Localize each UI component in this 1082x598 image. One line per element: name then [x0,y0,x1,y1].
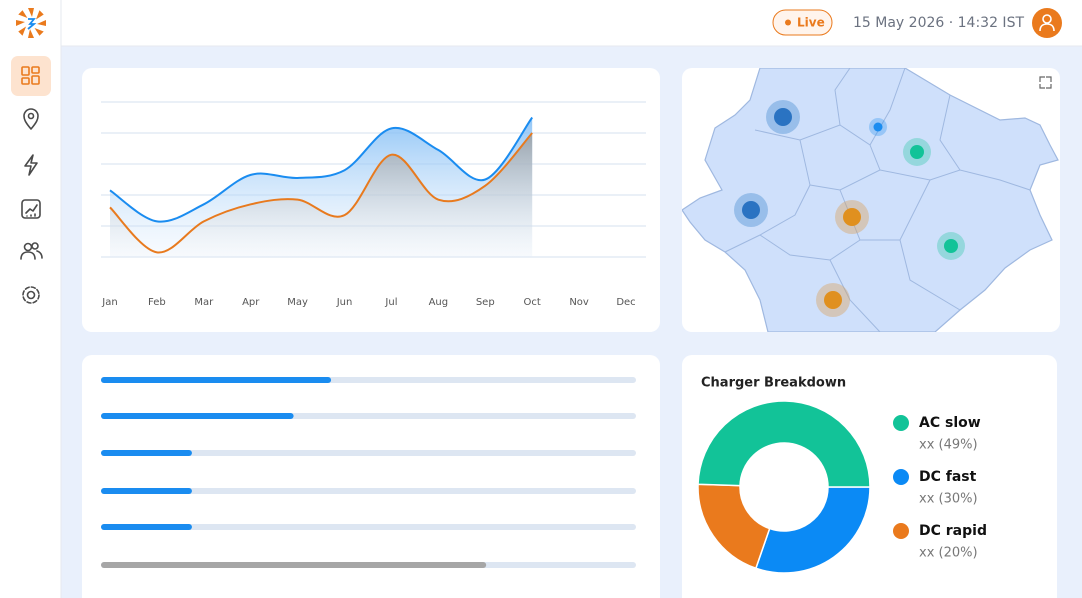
progress-track [101,524,636,530]
live-pill [772,9,833,36]
x-tick-label: Feb [148,297,166,308]
expand-icon[interactable] [1039,76,1052,89]
map [682,68,1059,332]
logo [16,8,46,38]
x-tick-label: Aug [429,297,449,308]
datetime: 15 May 2026 · 14:32 IST [853,15,1024,31]
nav-users[interactable] [20,242,43,260]
legend-label: AC slow [919,415,981,431]
x-tick-label: Apr [242,297,260,308]
x-tick-label: Sep [476,297,495,308]
legend-value: xx (20%) [919,546,978,561]
nav-dashboard[interactable] [11,56,51,96]
nav-energy[interactable] [24,154,38,176]
line [109,132,533,254]
pie-slice [754,486,871,574]
x-tick-label: Jun [336,297,353,308]
progress-bar [101,450,192,456]
nav-settings[interactable] [22,286,40,304]
legend-dot [893,415,909,431]
progress-bar [101,488,192,494]
x-tick-label: Jul [384,297,397,308]
progress-track [101,488,636,494]
progress-bar [101,377,332,383]
avatar-icon [1039,14,1055,32]
progress-bar [101,562,487,568]
dashboard-icon [21,66,40,85]
pie-title: Charger Breakdown [701,376,846,391]
x-tick-label: Mar [194,297,214,308]
pie-slice [697,400,871,488]
area [110,133,533,257]
legend-label: DC rapid [919,523,987,539]
topbar [0,0,1082,46]
x-tick-label: Nov [569,297,589,308]
nav-locations[interactable] [23,108,39,130]
x-tick-label: Dec [616,297,635,308]
x-tick-label: Oct [524,297,541,308]
legend-label: DC fast [919,469,977,485]
x-tick-label: May [287,297,308,308]
nav-analytics[interactable] [21,199,41,219]
progress-bar [101,413,294,419]
live-dot [785,19,791,26]
legend-value: xx (49%) [919,438,978,453]
progress-card [82,355,660,598]
progress-bar [101,524,192,530]
legend-dot [893,523,909,539]
x-tick-label: Jan [101,297,117,308]
line [109,116,533,223]
legend-dot [893,469,909,485]
live-status: Live [797,16,825,30]
progress-track [101,450,636,456]
legend-value: xx (30%) [919,492,978,507]
